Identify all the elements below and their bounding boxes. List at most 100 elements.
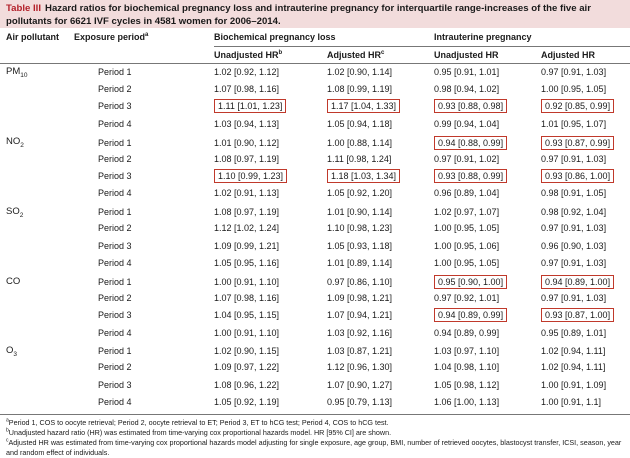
footnote-mark-a: a (145, 32, 149, 38)
hr-value: 1.08 [0.97, 1.19] (214, 207, 280, 218)
table-row: Period 3 1.10 [0.99, 1.23] 1.18 [1.03, 1.3… (0, 167, 630, 184)
pollutant-name (0, 115, 74, 132)
hr-cell-bpl-u: 1.07 [0.98, 1.16] (214, 289, 327, 306)
hr-cell-bpl-a: 1.18 [1.03, 1.34] (327, 167, 434, 184)
table-caption-text: Hazard ratios for biochemical pregnancy … (6, 3, 591, 27)
hr-cell-iup-a: 1.00 [0.91, 1.09] (541, 376, 630, 393)
hr-cell-bpl-a: 1.07 [0.94, 1.21] (327, 306, 434, 323)
table-label: Table III (6, 3, 42, 14)
highlighted-hr-value: 0.94 [0.89, 1.00] (541, 274, 615, 289)
hr-value: 0.98 [0.91, 1.05] (541, 188, 607, 199)
hr-cell-bpl-u: 1.09 [0.97, 1.22] (214, 359, 327, 376)
hr-cell-iup-u: 1.00 [0.95, 1.05] (434, 220, 541, 237)
table-row: PM10 Period 1 1.02 [0.92, 1.12] 1.02 [0.90,… (0, 63, 630, 80)
exposure-period-cell: Period 2 (98, 84, 132, 95)
pollutant-name (0, 324, 74, 341)
hr-value: 0.99 [0.94, 1.04] (434, 118, 500, 129)
hr-cell-bpl-u: 1.08 [0.97, 1.19] (214, 150, 327, 167)
exposure-period-cell: Period 2 (98, 292, 132, 303)
hr-cell-bpl-a: 1.05 [0.93, 1.18] (327, 237, 434, 254)
highlighted-hr-value: 0.93 [0.87, 0.99] (541, 135, 615, 150)
hr-cell-bpl-u: 1.08 [0.97, 1.19] (214, 202, 327, 219)
header-exposure-period: Exposure perioda (74, 28, 214, 46)
hr-value: 0.97 [0.91, 1.03] (541, 66, 607, 77)
header-group-iup: Intrauterine pregnancy (434, 28, 630, 47)
header-row-groups: Air pollutant Exposure perioda Biochemic… (0, 28, 630, 47)
table-row: Period 2 1.12 [1.02, 1.24] 1.10 [0.98, 1.2… (0, 220, 630, 237)
table-row: Period 2 1.07 [0.98, 1.16] 1.09 [0.98, 1.2… (0, 289, 630, 306)
hr-cell-iup-u: 0.93 [0.88, 0.98] (434, 98, 541, 115)
hr-value: 1.05 [0.92, 1.20] (327, 188, 393, 199)
hr-value: 1.02 [0.97, 1.07] (434, 207, 500, 218)
hr-value: 1.02 [0.90, 1.15] (214, 346, 280, 357)
hr-cell-iup-a: 0.93 [0.87, 1.00] (541, 306, 630, 323)
hr-cell-bpl-u: 1.00 [0.91, 1.10] (214, 324, 327, 341)
header-iup-adjusted: Adjusted HR (541, 46, 630, 64)
hr-cell-bpl-u: 1.11 [1.01, 1.23] (214, 98, 327, 115)
hazard-ratio-table: Air pollutant Exposure perioda Biochemic… (0, 28, 630, 411)
hr-cell-iup-u: 0.94 [0.88, 0.99] (434, 133, 541, 150)
hr-cell-bpl-a: 1.12 [0.96, 1.30] (327, 359, 434, 376)
hr-cell-iup-u: 0.95 [0.90, 1.00] (434, 272, 541, 289)
hr-cell-iup-u: 0.97 [0.91, 1.02] (434, 150, 541, 167)
hr-value: 0.98 [0.94, 1.02] (434, 84, 500, 95)
hr-value: 1.10 [0.98, 1.23] (327, 223, 393, 234)
exposure-period-cell: Period 4 (98, 327, 132, 338)
header-bpl-adjusted: Adjusted HRc (327, 46, 435, 64)
pollutant-name (0, 167, 74, 184)
hr-value: 1.05 [0.92, 1.19] (214, 397, 280, 408)
hr-value: 1.12 [1.02, 1.24] (214, 223, 280, 234)
hr-cell-bpl-u: 1.00 [0.91, 1.10] (214, 272, 327, 289)
exposure-period-cell: Period 4 (98, 257, 132, 268)
header-group-bpl: Biochemical pregnancy loss (214, 28, 435, 47)
hr-value: 1.12 [0.96, 1.30] (327, 362, 393, 373)
hr-cell-iup-a: 1.01 [0.95, 1.07] (541, 115, 630, 132)
hr-cell-bpl-a: 1.17 [1.04, 1.33] (327, 98, 434, 115)
hr-cell-iup-a: 0.95 [0.89, 1.01] (541, 324, 630, 341)
exposure-period-cell: Period 4 (98, 397, 132, 408)
header-bpl-unadjusted-text: Unadjusted HR (214, 49, 279, 60)
hr-value: 1.06 [1.00, 1.13] (434, 397, 500, 408)
hr-value: 1.00 [0.91, 1.09] (541, 379, 607, 390)
pollutant-name: NO2 (0, 133, 74, 150)
hr-cell-iup-a: 1.02 [0.94, 1.11] (541, 341, 630, 358)
pollutant-name (0, 306, 74, 323)
exposure-period-cell: Period 3 (98, 310, 132, 321)
pollutant-name-main: PM (6, 65, 21, 77)
highlighted-hr-value: 0.93 [0.86, 1.00] (541, 169, 615, 184)
hr-cell-bpl-u: 1.04 [0.95, 1.15] (214, 306, 327, 323)
hr-cell-bpl-a: 1.02 [0.90, 1.14] (327, 63, 434, 80)
hr-value: 1.00 [0.95, 1.05] (541, 84, 607, 95)
hr-value: 1.02 [0.90, 1.14] (327, 66, 393, 77)
exposure-period-cell: Period 3 (98, 379, 132, 390)
pollutant-name: O3 (0, 341, 74, 358)
header-iup-unadjusted: Unadjusted HR (434, 46, 542, 64)
footnote-divider (0, 413, 630, 415)
hr-cell-bpl-u: 1.05 [0.95, 1.16] (214, 254, 327, 271)
hr-cell-iup-a: 0.97 [0.91, 1.03] (541, 220, 630, 237)
hr-value: 1.04 [0.98, 1.10] (434, 362, 500, 373)
footnote-text: Period 1, COS to oocyte retrieval; Perio… (8, 417, 389, 427)
hr-cell-bpl-u: 1.01 [0.90, 1.12] (214, 133, 327, 150)
hr-value: 0.97 [0.91, 1.03] (541, 257, 607, 268)
hr-value: 1.03 [0.87, 1.21] (327, 346, 393, 357)
hr-cell-iup-a: 1.00 [0.91, 1.1] (541, 393, 630, 410)
hr-cell-bpl-u: 1.09 [0.99, 1.21] (214, 237, 327, 254)
hr-value: 1.03 [0.97, 1.10] (434, 346, 500, 357)
hr-cell-iup-a: 0.98 [0.92, 1.04] (541, 202, 630, 219)
pollutant-name: CO (0, 272, 74, 289)
hr-value: 1.09 [0.98, 1.21] (327, 292, 393, 303)
highlighted-hr-value: 1.17 [1.04, 1.33] (327, 99, 401, 114)
header-spacer (0, 46, 74, 64)
hr-value: 0.95 [0.79, 1.13] (327, 397, 393, 408)
hr-cell-bpl-a: 1.10 [0.98, 1.23] (327, 220, 434, 237)
hr-cell-bpl-a: 1.00 [0.88, 1.14] (327, 133, 434, 150)
hr-value: 1.01 [0.89, 1.14] (327, 257, 393, 268)
highlighted-hr-value: 0.93 [0.88, 0.99] (434, 169, 508, 184)
pollutant-name-subscript: 2 (19, 211, 24, 219)
hr-value: 1.00 [0.95, 1.05] (434, 257, 500, 268)
hr-cell-bpl-u: 1.08 [0.96, 1.22] (214, 376, 327, 393)
hr-value: 1.01 [0.90, 1.12] (214, 137, 280, 148)
hr-cell-iup-u: 0.94 [0.89, 0.99] (434, 324, 541, 341)
